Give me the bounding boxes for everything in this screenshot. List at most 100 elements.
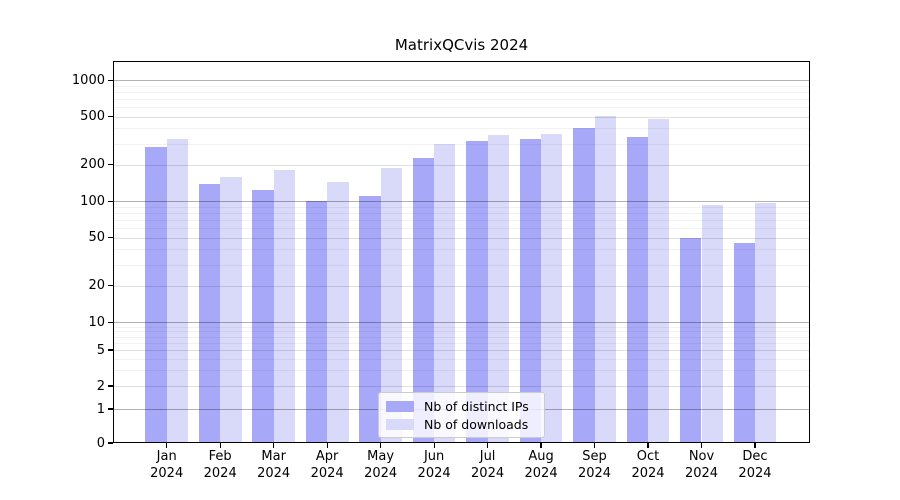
x-tick-mark xyxy=(433,443,435,448)
gridline-minor-y-80 xyxy=(114,213,809,215)
gridline-y-5 xyxy=(114,350,809,351)
bar-downloads-dec xyxy=(754,202,777,442)
bar-distinct-ips-feb xyxy=(198,183,221,442)
y-tick-label-1: 1 xyxy=(96,401,105,417)
x-tick-label-jun: Jun 2024 xyxy=(417,449,451,481)
bar-downloads-jan xyxy=(166,138,189,442)
gridline-minor-y-70 xyxy=(114,220,809,222)
x-tick-mark xyxy=(647,443,649,448)
y-tick-label-100: 100 xyxy=(80,193,105,209)
legend-item-downloads: Nb of downloads xyxy=(386,416,536,432)
bar-distinct-ips-apr xyxy=(305,201,328,442)
y-tick-label-200: 200 xyxy=(80,157,105,173)
x-tick-label-jan: Jan 2024 xyxy=(150,449,184,481)
y-tick-mark xyxy=(108,408,113,410)
x-tick-label-sep: Sep 2024 xyxy=(577,449,612,481)
x-tick-mark xyxy=(593,443,596,448)
x-tick-mark xyxy=(754,443,756,448)
y-tick-label-50: 50 xyxy=(88,230,105,246)
y-tick-label-0: 0 xyxy=(96,435,105,451)
x-tick-label-may: May 2024 xyxy=(364,449,398,481)
x-tick-mark xyxy=(326,443,328,448)
x-tick-label-oct: Oct 2024 xyxy=(631,449,665,481)
bar-downloads-jul xyxy=(487,135,509,442)
gridline-minor-y-90 xyxy=(114,206,809,208)
y-tick-mark xyxy=(108,385,113,387)
gridline-minor-y-800 xyxy=(114,92,809,94)
bar-downloads-feb xyxy=(220,176,242,442)
grid-layer xyxy=(114,62,809,442)
bar-distinct-ips-nov xyxy=(680,237,702,442)
gridline-y-10 xyxy=(114,322,809,324)
y-tick-mark xyxy=(108,442,113,444)
gridline-minor-y-900 xyxy=(114,85,809,87)
bar-distinct-ips-may xyxy=(359,196,381,442)
gridline-minor-y-40 xyxy=(114,249,809,251)
bar-downloads-aug xyxy=(541,133,563,442)
gridline-y-100 xyxy=(114,201,809,203)
x-tick-label-aug: Aug 2024 xyxy=(524,449,558,481)
gridline-y-20 xyxy=(114,285,809,287)
gridline-minor-y-7 xyxy=(114,336,809,338)
x-tick-label-jul: Jul 2024 xyxy=(471,449,505,481)
bar-downloads-nov xyxy=(701,205,723,442)
y-tick-mark xyxy=(108,79,113,81)
bar-distinct-ips-jul xyxy=(466,141,488,442)
gridline-minor-y-3 xyxy=(114,370,809,372)
legend-swatch-downloads xyxy=(386,418,414,430)
y-tick-label-1000: 1000 xyxy=(71,72,105,88)
y-tick-label-10: 10 xyxy=(88,314,105,330)
y-tick-mark xyxy=(108,237,113,239)
gridline-y-50 xyxy=(114,237,809,239)
y-tick-mark xyxy=(108,349,113,351)
gridline-minor-y-9 xyxy=(114,326,809,328)
y-tick-label-2: 2 xyxy=(96,378,105,394)
chart-title: MatrixQCvis 2024 xyxy=(394,36,529,54)
bar-distinct-ips-jun xyxy=(412,157,435,442)
gridline-minor-y-700 xyxy=(114,99,809,101)
gridline-minor-y-4 xyxy=(114,358,809,360)
x-tick-mark xyxy=(166,443,168,448)
bar-distinct-ips-dec xyxy=(733,243,755,442)
y-tick-mark xyxy=(108,285,113,287)
bar-distinct-ips-sep xyxy=(573,128,595,442)
y-tick-mark xyxy=(108,164,113,166)
x-tick-mark xyxy=(273,443,275,448)
x-tick-mark xyxy=(540,443,542,448)
x-tick-mark xyxy=(700,443,703,448)
x-tick-label-mar: Mar 2024 xyxy=(257,449,291,481)
legend-swatch-distinct-ips xyxy=(386,400,414,412)
plot-area: Nb of distinct IPs Nb of downloads xyxy=(113,61,810,443)
bar-downloads-oct xyxy=(648,118,670,442)
x-tick-label-nov: Nov 2024 xyxy=(684,449,719,481)
gridline-y-200 xyxy=(114,164,809,166)
bar-downloads-may xyxy=(380,167,402,442)
bar-distinct-ips-mar xyxy=(252,189,274,442)
gridline-minor-y-60 xyxy=(114,228,809,230)
x-tick-mark xyxy=(380,443,382,448)
legend-label-downloads: Nb of downloads xyxy=(424,416,529,432)
y-tick-label-5: 5 xyxy=(96,342,105,358)
gridline-minor-y-6 xyxy=(114,342,809,344)
gridline-minor-y-8 xyxy=(114,331,809,333)
gridline-minor-y-600 xyxy=(114,107,809,109)
bar-distinct-ips-aug xyxy=(519,139,542,442)
y-tick-label-500: 500 xyxy=(80,109,105,125)
legend-item-distinct-ips: Nb of distinct IPs xyxy=(386,398,536,414)
y-tick-mark xyxy=(108,321,113,323)
gridline-minor-y-30 xyxy=(114,264,809,266)
bar-downloads-jun xyxy=(434,143,456,442)
x-tick-label-dec: Dec 2024 xyxy=(738,449,772,481)
legend-label-distinct-ips: Nb of distinct IPs xyxy=(424,398,529,414)
x-tick-mark xyxy=(219,443,221,448)
y-tick-mark xyxy=(108,200,113,202)
legend: Nb of distinct IPs Nb of downloads xyxy=(378,392,545,438)
bar-downloads-apr xyxy=(327,181,349,442)
gridline-y-1000 xyxy=(114,80,809,82)
gridline-y-2 xyxy=(114,386,809,387)
x-tick-label-feb: Feb 2024 xyxy=(203,449,237,481)
bar-downloads-sep xyxy=(594,115,616,442)
bar-distinct-ips-oct xyxy=(626,136,648,442)
y-tick-label-20: 20 xyxy=(88,278,105,294)
